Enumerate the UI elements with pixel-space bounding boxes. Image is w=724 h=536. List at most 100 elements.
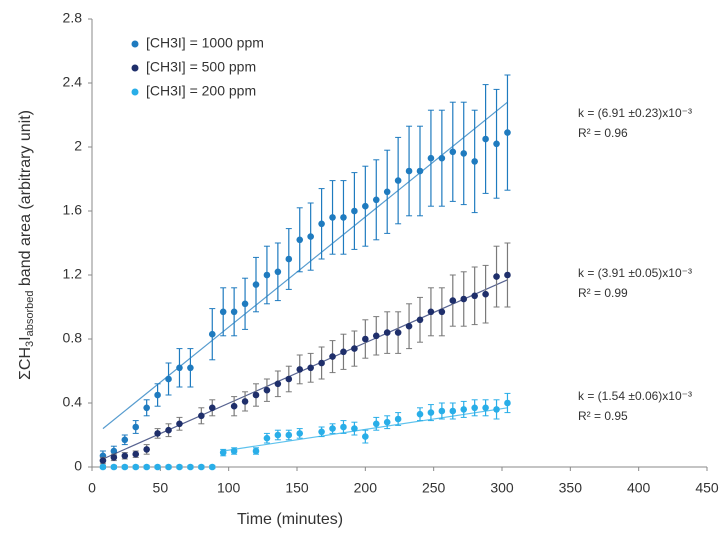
data-point <box>230 308 238 316</box>
data-point <box>99 457 107 464</box>
data-point <box>449 407 457 415</box>
data-point <box>110 463 118 471</box>
data-point <box>187 463 194 471</box>
y-tick-label: 0.8 <box>63 330 83 346</box>
data-point <box>176 420 183 428</box>
legend-label: [CH3I] = 500 ppm <box>146 59 256 75</box>
data-point <box>504 271 511 279</box>
legend-marker <box>131 88 139 96</box>
data-point <box>362 335 369 343</box>
y-tick-label: 2 <box>74 138 82 154</box>
data-point <box>362 202 369 210</box>
data-point <box>416 167 424 175</box>
data-point <box>263 434 271 442</box>
data-point <box>471 292 478 300</box>
data-point <box>285 431 293 439</box>
data-point <box>274 268 282 276</box>
x-tick-label: 350 <box>559 480 583 496</box>
data-point <box>340 214 347 221</box>
data-point <box>121 463 129 471</box>
y-tick-label: 2.4 <box>63 74 83 90</box>
data-point <box>482 290 489 298</box>
data-point <box>438 154 446 162</box>
data-point <box>471 158 478 165</box>
data-point <box>427 409 435 416</box>
y-tick-label: 1.6 <box>63 202 83 218</box>
rate-constant: k = (3.91 ±0.05)x10⁻³ <box>578 266 692 280</box>
legend-marker <box>131 64 139 72</box>
data-point <box>110 447 118 455</box>
data-point <box>329 214 336 221</box>
data-point <box>460 150 468 157</box>
r-squared: R² = 0.95 <box>578 409 628 423</box>
data-point <box>307 233 314 240</box>
x-tick-label: 400 <box>627 480 651 496</box>
trend-line <box>102 279 508 460</box>
data-point <box>121 436 129 444</box>
data-point <box>219 308 227 316</box>
y-tick-label: 1.2 <box>63 266 83 282</box>
data-point <box>165 375 172 383</box>
data-point <box>219 449 227 456</box>
data-point <box>252 447 260 455</box>
data-point <box>132 450 140 458</box>
data-point <box>318 359 325 367</box>
x-tick-label: 200 <box>354 480 378 496</box>
y-tick-label: 2.8 <box>63 10 83 26</box>
data-point <box>132 463 140 471</box>
r-squared: R² = 0.96 <box>578 126 628 140</box>
rate-constant: k = (6.91 ±0.23)x10⁻³ <box>578 106 692 120</box>
data-point <box>143 463 150 471</box>
data-point <box>274 431 282 439</box>
data-point <box>198 412 205 420</box>
x-tick-label: 150 <box>285 480 309 496</box>
data-point <box>340 423 347 431</box>
data-point <box>208 463 216 471</box>
data-point <box>241 398 249 405</box>
data-point <box>427 154 435 162</box>
x-tick-label: 0 <box>88 480 96 496</box>
data-point <box>340 348 347 356</box>
data-point <box>263 386 271 394</box>
x-tick-label: 100 <box>217 480 241 496</box>
data-point <box>208 330 216 338</box>
y-label-part: ΣCH <box>17 347 34 380</box>
x-axis-label: Time (minutes) <box>237 511 343 528</box>
x-tick-label: 450 <box>695 480 719 496</box>
data-point <box>372 420 380 428</box>
data-point <box>176 364 183 372</box>
data-point <box>165 463 172 471</box>
data-point <box>416 316 424 324</box>
data-point <box>99 463 107 471</box>
data-point <box>394 415 402 423</box>
data-point <box>383 418 391 426</box>
data-point <box>143 404 150 412</box>
data-point <box>318 220 325 228</box>
data-point <box>482 135 489 143</box>
data-point <box>493 406 500 413</box>
data-point <box>307 364 314 372</box>
y-label-sub: absorbed <box>24 291 36 337</box>
data-point <box>154 391 161 399</box>
data-point <box>449 148 457 156</box>
data-point <box>274 380 282 388</box>
legend-label: [CH3I] = 1000 ppm <box>146 35 264 51</box>
data-point <box>154 463 161 471</box>
y-tick-label: 0 <box>74 458 82 474</box>
data-point <box>329 425 336 432</box>
y-label-part: band area (arbitrary unit) <box>17 110 34 291</box>
legend-marker <box>131 40 139 48</box>
data-point <box>143 446 150 453</box>
data-point <box>329 353 336 360</box>
data-point <box>383 329 391 336</box>
data-point <box>241 300 249 308</box>
data-point <box>438 308 446 316</box>
data-point <box>460 295 468 303</box>
data-point <box>383 188 391 196</box>
y-label-sub: 3 <box>24 341 36 347</box>
data-point <box>438 407 446 415</box>
x-tick-label: 50 <box>153 480 169 496</box>
y-axis-label: ΣCH3Iabsorbed band area (arbitrary unit) <box>17 110 36 380</box>
data-point <box>154 430 161 437</box>
data-point <box>121 452 129 460</box>
